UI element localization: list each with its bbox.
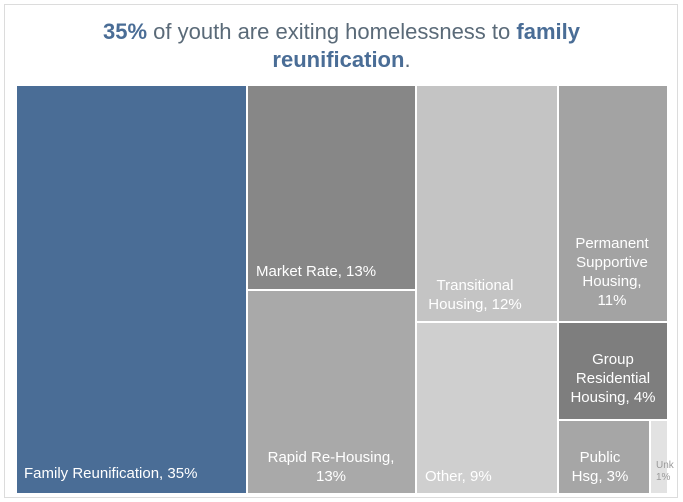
tile-label-rapid-re-housing: Rapid Re-Housing, 13% — [268, 449, 395, 485]
title-text: of youth are exiting homelessness to — [147, 19, 517, 44]
tile-label-unk: Unk 1% — [656, 460, 675, 483]
tile-label-line: Housing, — [582, 273, 641, 290]
tile-family-reunification — [17, 86, 246, 493]
title-percentage: 35% — [103, 19, 148, 44]
tile-label-line: Hsg, 3% — [572, 468, 629, 485]
tile-other — [417, 323, 557, 493]
tile-label-line: 1% — [656, 472, 671, 483]
tile-label-line: Unk — [656, 460, 675, 471]
tile-rapid-re-housing — [248, 291, 415, 493]
tile-label-transitional-housing: Transitional Housing, 12% — [428, 277, 521, 313]
tile-label-market-rate: Market Rate, 13% — [256, 263, 376, 280]
tile-label-line: Other, 9% — [425, 468, 492, 485]
tile-permanent-supportive-housing — [559, 86, 667, 321]
tile-label-line: 13% — [316, 468, 346, 485]
tile-label-line: Housing, 12% — [428, 296, 521, 313]
chart-title: 35% of youth are exiting homelessness to… — [40, 18, 643, 74]
tile-public-hsg — [559, 421, 649, 493]
tile-group-residential-housing — [559, 323, 667, 419]
tile-label-line: Family Reunification, 35% — [24, 465, 197, 482]
tile-label-line: Rapid Re-Housing, — [268, 449, 395, 466]
tile-label-line: Permanent — [575, 235, 649, 252]
tile-label-group-residential-housing: Group Residential Housing, 4% — [570, 351, 655, 406]
tile-label-line: Residential — [576, 370, 650, 387]
tile-label-line: 11% — [598, 292, 627, 309]
tile-label-permanent-supportive-housing: Permanent Supportive Housing, 11% — [575, 235, 649, 309]
tile-transitional-housing — [417, 86, 557, 321]
tile-label-line: Group — [592, 351, 634, 368]
tile-label-line: Public — [580, 449, 621, 466]
tile-unk — [651, 421, 667, 493]
tile-market-rate — [248, 86, 415, 289]
title-highlight-reunification: reunification — [272, 47, 405, 72]
tile-label-line: Market Rate, 13% — [256, 263, 376, 280]
title-highlight-family: family — [516, 19, 580, 44]
tile-label-public-hsg: Public Hsg, 3% — [572, 449, 629, 485]
tile-label-line: Housing, 4% — [570, 389, 655, 406]
tile-label-line: Transitional — [437, 277, 514, 294]
tile-label-other: Other, 9% — [425, 468, 492, 485]
title-end: . — [404, 47, 411, 72]
tile-label-family-reunification: Family Reunification, 35% — [24, 465, 197, 482]
tile-label-line: Supportive — [576, 254, 648, 271]
